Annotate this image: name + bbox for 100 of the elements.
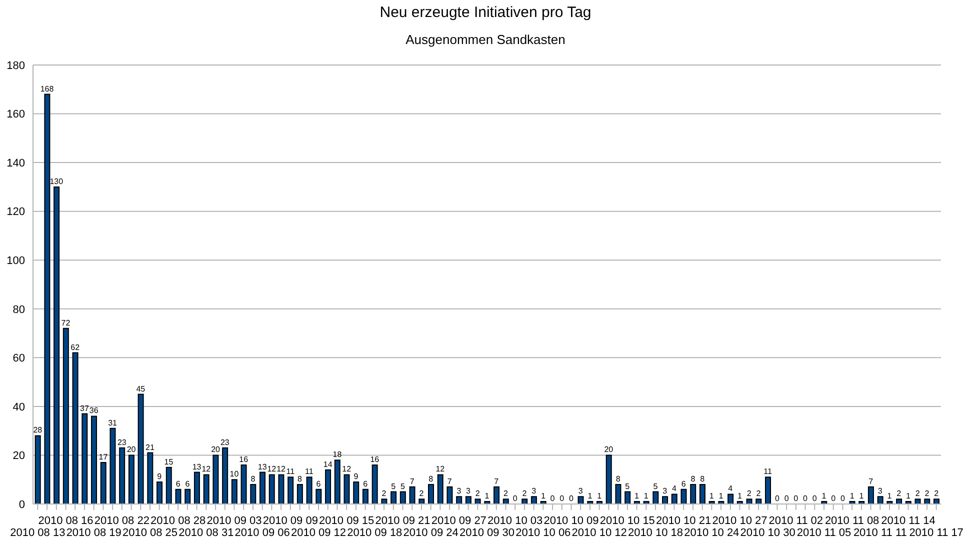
x-tick-label: 2010 11 05 xyxy=(796,527,852,539)
data-label: 0 xyxy=(784,494,790,503)
bar xyxy=(924,498,930,504)
data-label: 14 xyxy=(323,460,333,469)
data-label: 18 xyxy=(332,450,342,460)
data-label: 1 xyxy=(484,492,490,501)
data-label: 2 xyxy=(915,489,920,498)
data-label: 0 xyxy=(569,494,574,503)
data-label: 28 xyxy=(33,426,43,435)
bar xyxy=(296,484,303,504)
data-label: 16 xyxy=(370,454,380,464)
data-label: 2 xyxy=(475,489,480,498)
bar xyxy=(184,488,191,504)
data-label: 6 xyxy=(681,479,686,488)
x-tick-label: 2010 10 27 xyxy=(712,515,768,527)
data-label: 8 xyxy=(690,474,696,484)
y-tick-label: 40 xyxy=(12,401,25,414)
bar xyxy=(868,486,874,504)
bar xyxy=(746,498,752,504)
data-label: 1 xyxy=(540,492,546,501)
data-label: 0 xyxy=(794,494,799,503)
data-label: 8 xyxy=(298,474,303,484)
data-label: 31 xyxy=(108,418,118,428)
data-label: 1 xyxy=(718,492,724,501)
data-label: 72 xyxy=(61,318,71,328)
bar xyxy=(240,464,247,504)
data-label: 6 xyxy=(316,479,322,488)
data-label: 0 xyxy=(831,494,836,503)
bar xyxy=(147,452,154,504)
x-tick-label: 2010 11 11 xyxy=(853,527,907,539)
data-label: 3 xyxy=(578,486,584,496)
bar xyxy=(82,413,88,504)
x-tick-label: 2010 09 03 xyxy=(206,515,262,527)
data-label: 62 xyxy=(70,342,80,352)
data-label: 5 xyxy=(625,482,630,491)
data-label: 3 xyxy=(466,486,472,496)
bar xyxy=(316,488,322,504)
bar xyxy=(662,496,668,504)
bar xyxy=(756,498,762,504)
data-label: 9 xyxy=(354,472,359,482)
y-tick-label: 140 xyxy=(6,157,25,170)
bar xyxy=(615,484,622,504)
x-tick-label: 2010 09 21 xyxy=(375,515,430,527)
bar xyxy=(933,498,940,504)
data-label: 17 xyxy=(98,452,108,462)
bar xyxy=(671,494,678,504)
chart-subtitle: Ausgenommen Sandkasten xyxy=(404,32,566,47)
x-tick-label: 2010 08 28 xyxy=(150,515,206,527)
bar xyxy=(128,454,134,504)
bar xyxy=(652,491,659,504)
x-tick-label: 2010 08 25 xyxy=(122,527,178,539)
bar xyxy=(334,460,340,504)
bar xyxy=(736,501,743,504)
bar xyxy=(465,496,472,504)
bar xyxy=(418,498,425,504)
bar xyxy=(456,496,462,504)
data-label: 11 xyxy=(304,467,314,476)
x-tick-label: 2010 09 27 xyxy=(431,515,486,527)
x-tick-label: 2010 11 08 xyxy=(824,515,880,527)
data-label: 0 xyxy=(803,494,808,503)
data-label: 20 xyxy=(604,445,614,454)
y-tick-label: 120 xyxy=(6,206,25,218)
data-label: 5 xyxy=(400,482,406,491)
data-label: 0 xyxy=(840,494,846,503)
data-label: 6 xyxy=(185,479,190,488)
data-label: 2 xyxy=(522,489,528,498)
bar xyxy=(634,501,640,504)
data-label: 4 xyxy=(728,484,734,494)
x-tick-label: 2010 08 22 xyxy=(94,515,150,527)
data-label: 9 xyxy=(157,472,162,482)
data-label: 7 xyxy=(410,476,415,486)
bar xyxy=(381,498,388,504)
data-label: 1 xyxy=(597,492,602,501)
x-tick-label: 2010 08 19 xyxy=(66,527,122,539)
bar xyxy=(428,484,434,504)
x-tick-label: 2010 09 24 xyxy=(403,527,458,539)
data-label: 0 xyxy=(512,494,518,503)
bar xyxy=(91,416,98,504)
data-label: 1 xyxy=(887,492,892,501)
bar xyxy=(624,491,631,504)
bar xyxy=(212,454,219,504)
data-label: 12 xyxy=(267,464,277,474)
bar xyxy=(344,474,350,504)
bar xyxy=(54,186,60,504)
bar xyxy=(446,486,453,504)
data-label: 1 xyxy=(738,492,743,501)
bar xyxy=(728,494,734,504)
bar xyxy=(268,474,275,504)
bar xyxy=(764,476,771,504)
data-label: 2 xyxy=(503,489,508,498)
data-label: 2 xyxy=(756,489,762,498)
x-tick-label: 2010 09 12 xyxy=(290,527,346,539)
bar xyxy=(858,501,865,504)
x-tick-label: 2010 08 31 xyxy=(178,527,234,539)
x-tick-label: 2010 10 21 xyxy=(656,515,712,527)
x-tick-label: 2010 09 30 xyxy=(459,527,515,539)
data-label: 12 xyxy=(436,464,446,474)
data-label: 5 xyxy=(653,482,658,491)
bar xyxy=(484,501,490,504)
bar xyxy=(699,484,706,504)
